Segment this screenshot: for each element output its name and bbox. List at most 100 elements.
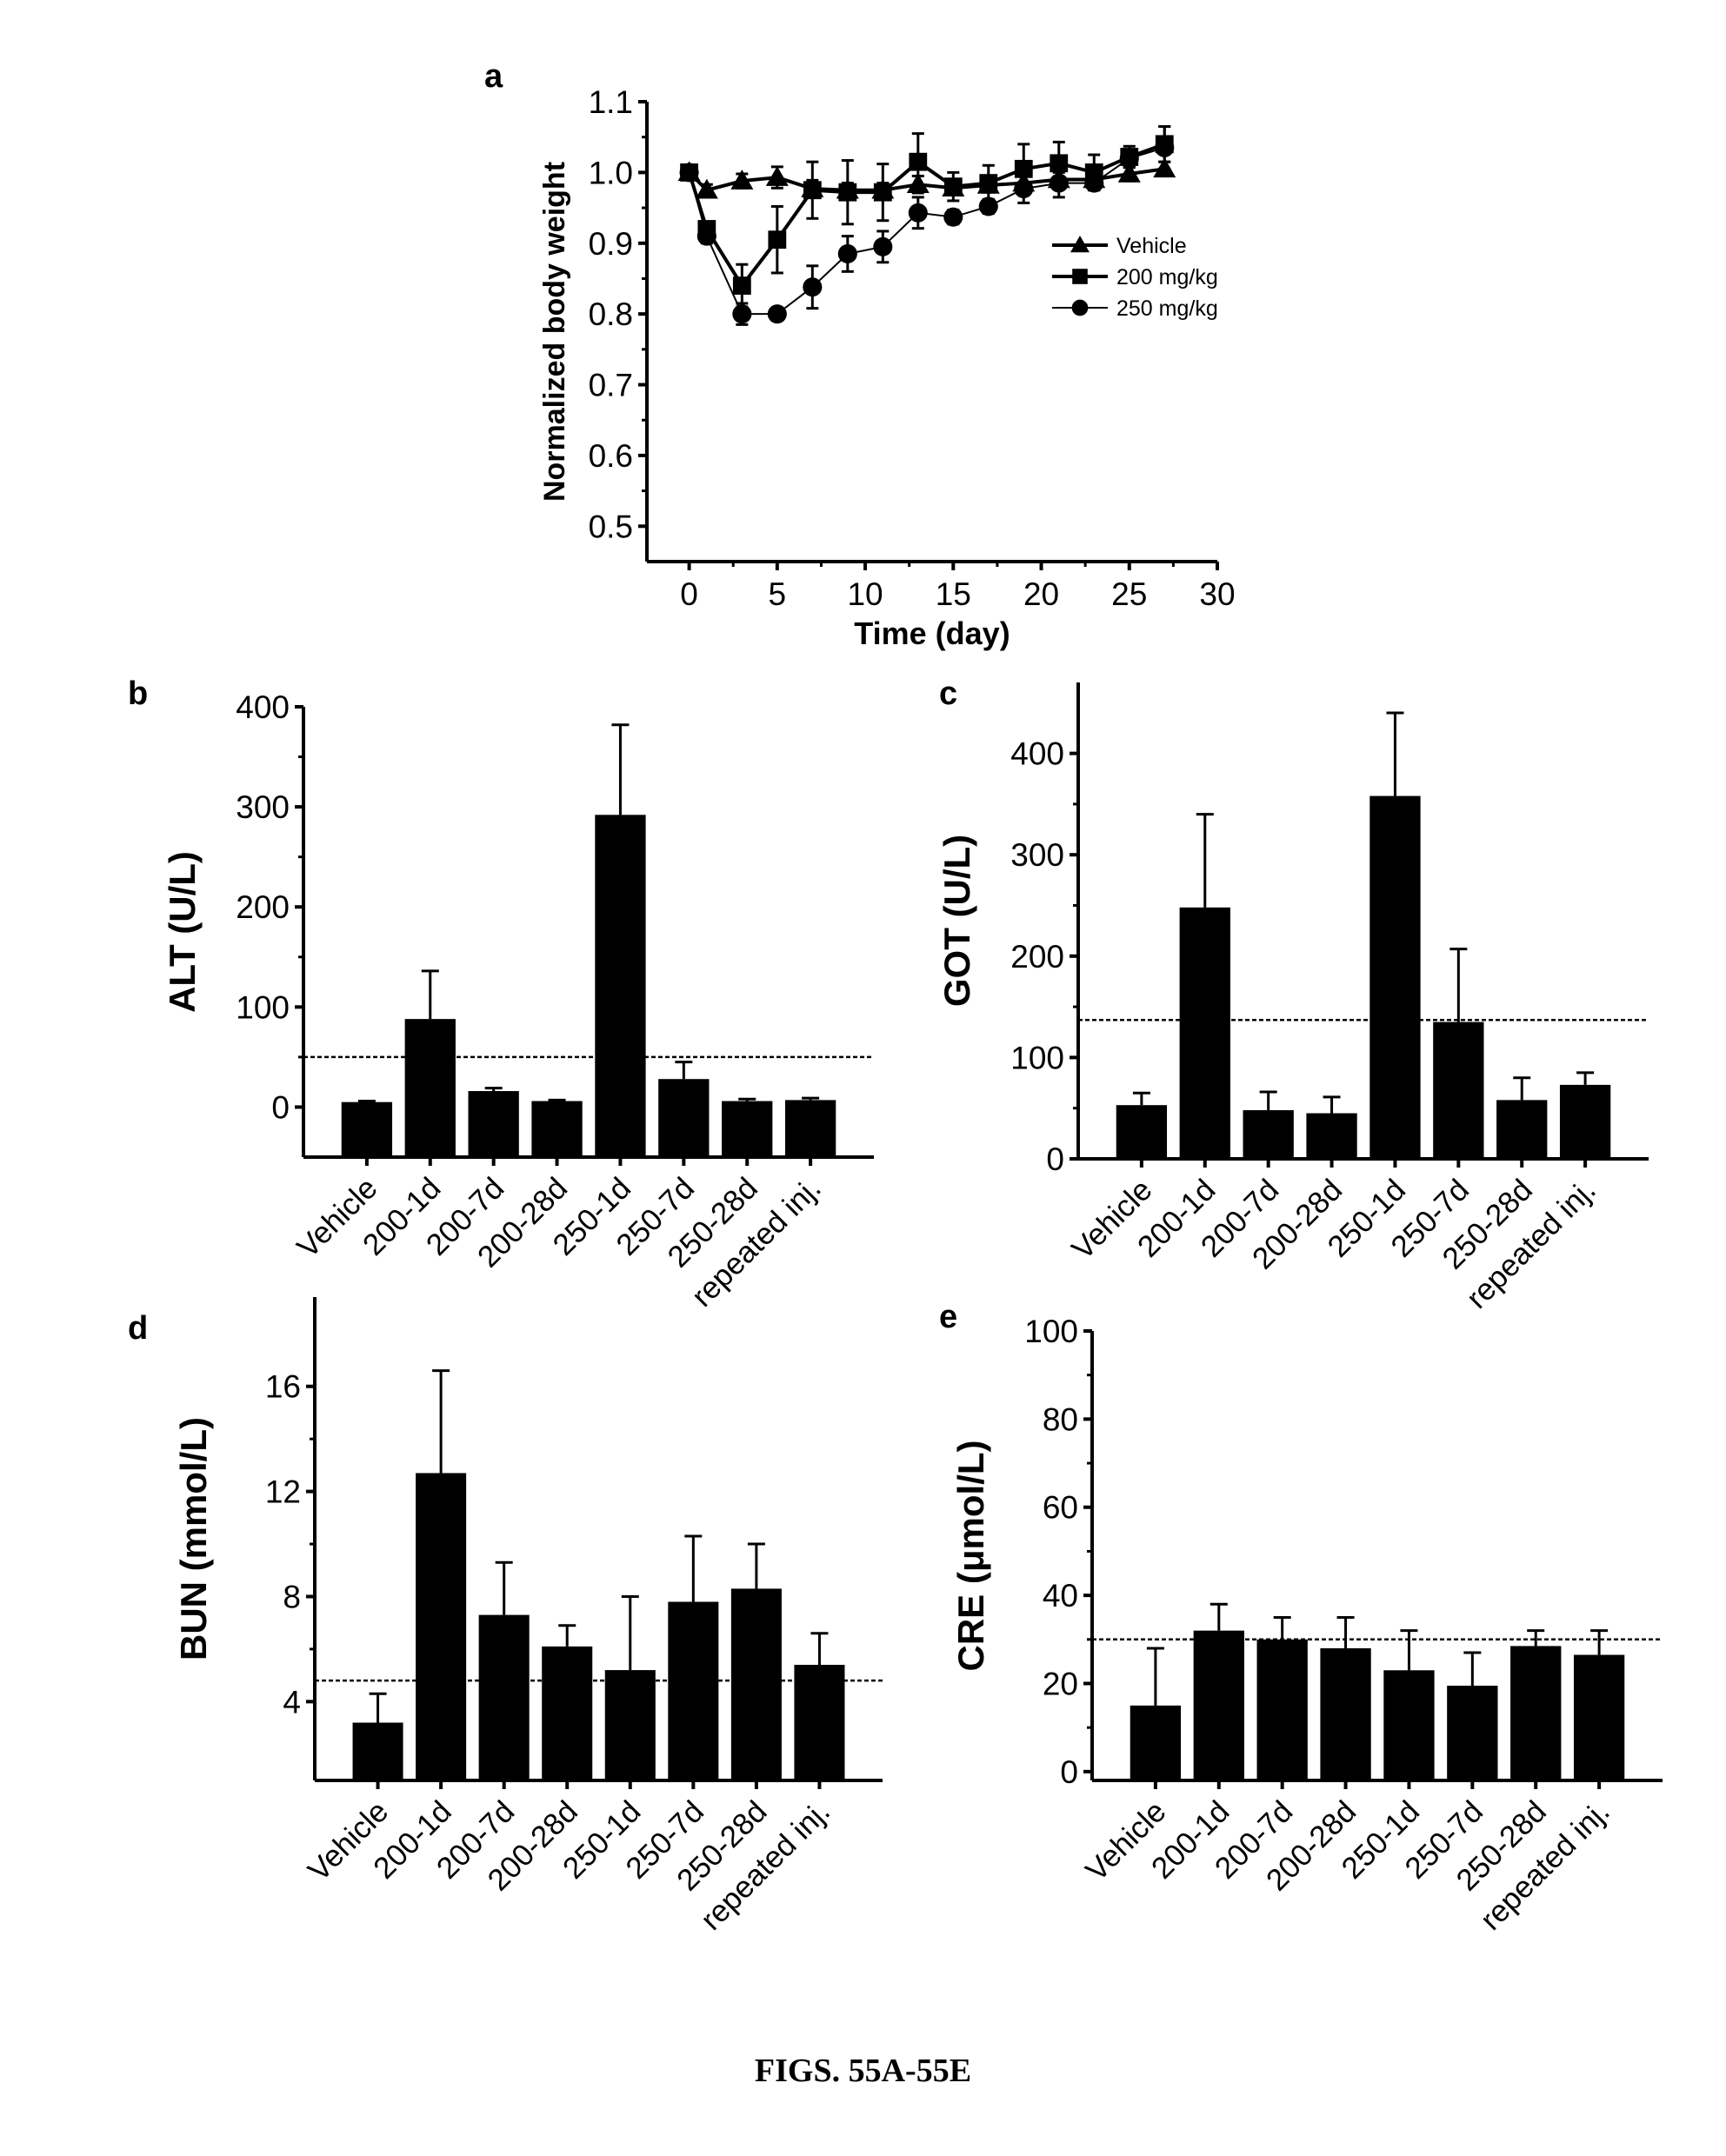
data-point-circle <box>679 163 699 183</box>
data-point-triangle <box>765 166 789 186</box>
data-point-triangle <box>730 170 754 190</box>
y-tick-label: 0.5 <box>589 509 633 544</box>
y-tick-label: 0 <box>1046 1141 1064 1177</box>
data-point-circle <box>943 207 963 227</box>
y-tick-label: 400 <box>236 689 290 725</box>
bar-200-28d <box>531 1101 583 1157</box>
x-tick-label: 30 <box>1199 576 1235 612</box>
data-point-square <box>732 276 751 295</box>
data-point-circle <box>1119 149 1139 169</box>
y-tick-label: 200 <box>236 889 290 925</box>
y-tick-label: 20 <box>1043 1666 1078 1701</box>
data-point-square <box>979 174 998 192</box>
y-axis-title: Normalized body weight <box>538 162 571 502</box>
bar-200-1d <box>416 1473 467 1780</box>
y-tick-label: 8 <box>283 1579 301 1614</box>
y-tick-label: 1.1 <box>589 84 633 120</box>
bar-250-1d <box>1383 1670 1435 1780</box>
bar-200-1d <box>1179 907 1230 1159</box>
bar-200-1d <box>404 1019 456 1157</box>
data-point-square <box>873 183 892 202</box>
legend-label: 250 mg/kg <box>1116 296 1218 321</box>
bar-200-7d <box>1243 1110 1294 1159</box>
bar-250-7d <box>668 1601 719 1780</box>
data-point-circle <box>803 277 823 297</box>
bar-200-28d <box>542 1646 593 1780</box>
bar-vehicle <box>352 1722 403 1780</box>
y-axis-title: ALT (U/L) <box>162 851 203 1013</box>
y-tick-label: 80 <box>1043 1401 1078 1437</box>
y-tick-label: 0.9 <box>589 226 633 262</box>
y-tick-label: 0.8 <box>589 296 633 332</box>
data-point-circle <box>1155 137 1175 157</box>
data-point-square <box>803 181 822 200</box>
data-point-circle <box>1084 173 1104 193</box>
y-axis-title: GOT (U/L) <box>936 835 977 1007</box>
bar-250-28d <box>722 1101 773 1157</box>
figure-caption: FIGS. 55A-55E <box>754 2053 972 2089</box>
y-tick-label: 4 <box>283 1684 301 1720</box>
data-point-circle <box>1014 179 1034 199</box>
y-tick-label: 16 <box>265 1369 301 1405</box>
bar-250-1d <box>1369 795 1421 1159</box>
y-tick-label: 1.0 <box>589 155 633 190</box>
bar-vehicle <box>1116 1105 1168 1159</box>
y-tick-label: 100 <box>1024 1314 1078 1349</box>
data-point-square <box>768 230 787 250</box>
data-point-circle <box>837 243 857 264</box>
bar-250-1d <box>595 815 646 1157</box>
y-tick-label: 0 <box>1060 1754 1078 1790</box>
legend-marker-circle <box>1071 299 1089 316</box>
bar-250-7d <box>658 1079 710 1157</box>
x-tick-label: 25 <box>1111 576 1147 612</box>
y-tick-label: 300 <box>1010 837 1064 873</box>
data-point-circle <box>767 304 787 324</box>
x-tick-label: 10 <box>847 576 883 612</box>
bar-250-28d <box>1510 1646 1562 1780</box>
bar-200-7d <box>1256 1639 1308 1780</box>
data-point-circle <box>873 236 893 256</box>
y-tick-label: 100 <box>236 989 290 1025</box>
bar-200-28d <box>1306 1113 1357 1159</box>
data-point-square <box>909 152 928 171</box>
panel-label-b: b <box>128 675 148 712</box>
y-tick-label: 60 <box>1043 1490 1078 1526</box>
y-tick-label: 12 <box>265 1474 301 1510</box>
bar-250-7d <box>1433 1021 1484 1159</box>
y-tick-label: 400 <box>1010 736 1064 772</box>
panel-label-e: e <box>939 1299 957 1335</box>
data-point-circle <box>908 203 928 223</box>
bar-repeated-inj- <box>784 1100 836 1157</box>
legend-marker-square <box>1072 269 1088 284</box>
bar-repeated-inj- <box>794 1665 845 1780</box>
bar-200-7d <box>468 1091 519 1157</box>
data-point-triangle <box>695 178 718 199</box>
panel-label-c: c <box>939 675 957 712</box>
data-point-circle <box>978 196 998 216</box>
bar-250-1d <box>604 1670 656 1780</box>
x-tick-label: 20 <box>1023 576 1059 612</box>
x-tick-label: 15 <box>936 576 971 612</box>
data-point-square <box>943 177 963 196</box>
bar-vehicle <box>1130 1705 1182 1780</box>
legend-marker-triangle <box>1070 236 1090 253</box>
bar-200-7d <box>478 1614 530 1780</box>
x-tick-label: 5 <box>769 576 787 612</box>
bar-repeated-inj- <box>1573 1654 1625 1780</box>
y-tick-label: 100 <box>1010 1040 1064 1075</box>
legend-label: Vehicle <box>1116 234 1187 258</box>
data-point-circle <box>696 226 716 246</box>
bar-repeated-inj- <box>1559 1084 1611 1159</box>
data-point-circle <box>1049 173 1069 193</box>
data-point-square <box>838 183 857 202</box>
bar-vehicle <box>341 1101 393 1157</box>
y-tick-label: 300 <box>236 789 290 825</box>
legend-label: 200 mg/kg <box>1116 265 1218 289</box>
y-tick-label: 0.7 <box>589 368 633 403</box>
data-point-circle <box>732 304 752 324</box>
y-axis-title: BUN (mmol/L) <box>173 1417 214 1660</box>
bar-250-7d <box>1447 1686 1498 1780</box>
bar-200-28d <box>1320 1647 1371 1780</box>
